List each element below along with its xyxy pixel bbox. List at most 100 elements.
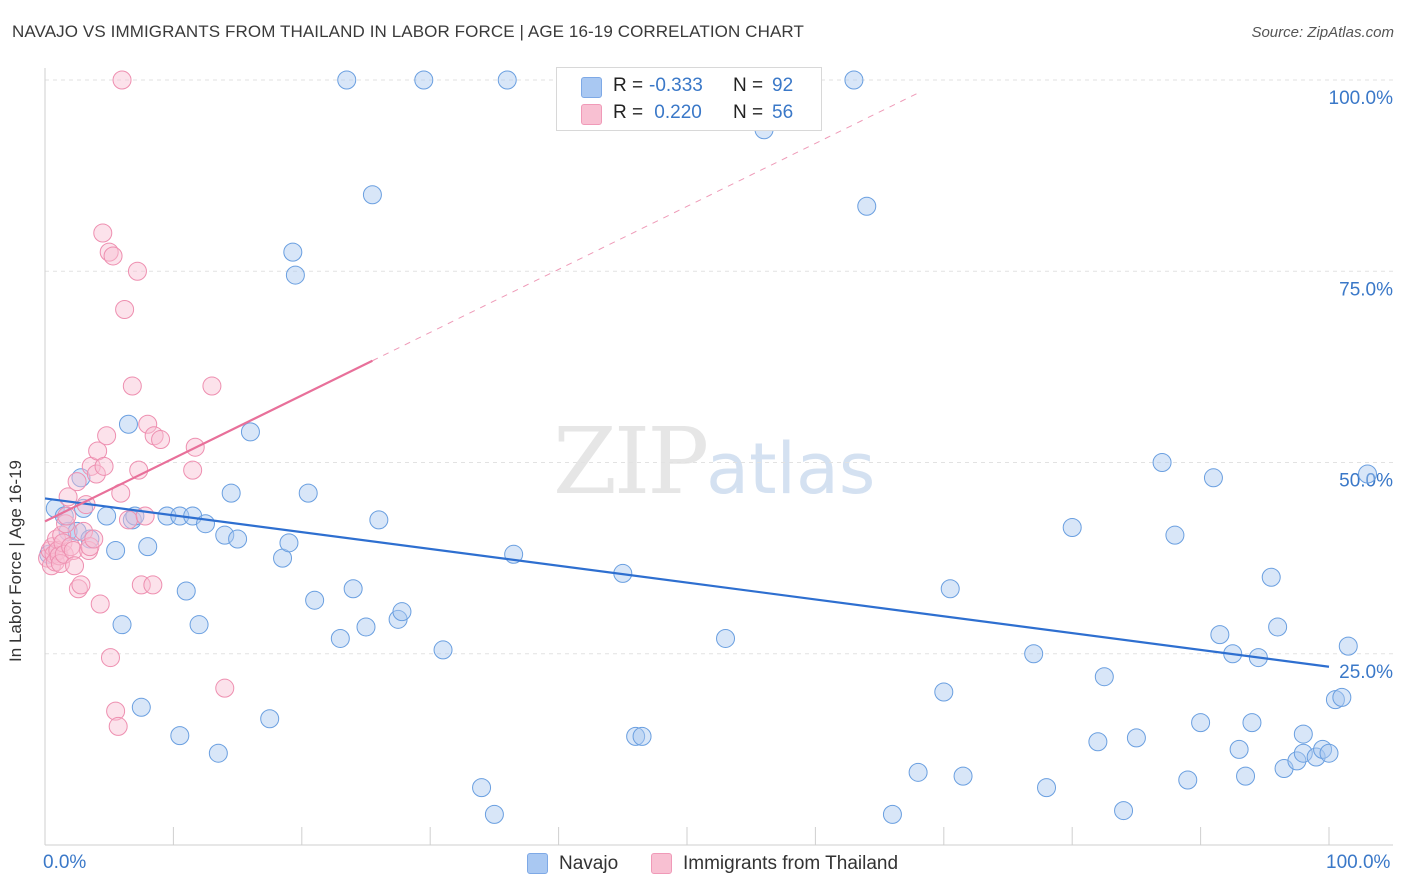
r-value: -0.333 xyxy=(649,75,703,96)
thailand-point xyxy=(84,529,104,549)
navajo-point xyxy=(1094,667,1114,687)
navajo-point xyxy=(362,185,382,205)
legend-swatch-navajo xyxy=(527,853,548,874)
thailand-point xyxy=(103,246,123,266)
thailand-point xyxy=(183,460,203,480)
navajo-point xyxy=(337,70,357,90)
navajo-point xyxy=(305,590,325,610)
navajo-point xyxy=(626,726,646,746)
navajo-point xyxy=(285,265,305,285)
navajo-point xyxy=(1210,625,1230,645)
thailand-point xyxy=(138,414,158,434)
thailand-point xyxy=(67,472,87,492)
y-tick-label: 100.0% xyxy=(1329,88,1394,109)
navajo-point xyxy=(1024,644,1044,664)
thailand-point xyxy=(93,223,113,243)
watermark-atlas: atlas xyxy=(706,428,876,510)
thailand-point xyxy=(50,553,70,573)
navajo-point xyxy=(716,628,736,648)
navajo-point xyxy=(1165,525,1185,545)
y-tick-label: 50.0% xyxy=(1339,471,1393,492)
legend-label-navajo: Navajo xyxy=(559,853,619,874)
navajo-point xyxy=(392,602,412,622)
legend-swatch-navajo xyxy=(581,77,602,98)
thailand-point xyxy=(122,376,142,396)
navajo-point xyxy=(343,579,363,599)
navajo-point xyxy=(1062,518,1082,538)
thailand-point xyxy=(97,426,117,446)
navajo-point xyxy=(283,242,303,262)
legend-label-thailand: Immigrants from Thailand xyxy=(683,853,899,874)
navajo-point xyxy=(118,414,138,434)
thailand-point xyxy=(106,701,126,721)
thailand-point xyxy=(131,575,151,595)
navajo-point xyxy=(131,697,151,717)
zipatlas-watermark: ZIPatlas xyxy=(553,408,875,515)
x-tick-label-max: 100.0% xyxy=(1326,852,1391,873)
r-value: 0.220 xyxy=(649,102,702,123)
thailand-point xyxy=(202,376,222,396)
legend-swatch-thailand xyxy=(651,853,672,874)
navajo-point xyxy=(1242,713,1262,733)
navajo-point xyxy=(1358,464,1378,484)
navajo-point xyxy=(228,529,248,549)
navajo-point xyxy=(97,506,117,526)
navajo-point xyxy=(189,615,209,635)
navajo-point xyxy=(330,628,350,648)
thailand-point xyxy=(94,456,114,476)
n-value: 92 xyxy=(772,75,794,96)
thailand-point xyxy=(71,575,91,595)
navajo-point xyxy=(356,617,376,637)
navajo-point xyxy=(279,533,299,553)
navajo-point xyxy=(1293,743,1313,763)
y-axis-label: In Labor Force | Age 16-19 xyxy=(6,460,25,662)
thailand-point xyxy=(118,510,138,530)
navajo-point xyxy=(1306,747,1326,767)
thailand-point xyxy=(112,70,132,90)
navajo-point xyxy=(1319,743,1339,763)
navajo-point xyxy=(170,726,190,746)
n-value: 56 xyxy=(772,102,794,123)
thailand-point xyxy=(56,514,76,534)
r-label: R = xyxy=(613,102,644,123)
navajo-point xyxy=(882,804,902,824)
navajo-point xyxy=(1178,770,1198,790)
navajo-point xyxy=(1114,801,1134,821)
navajo-point xyxy=(472,778,492,798)
navajo-point xyxy=(196,514,215,534)
chart-title: NAVAJO VS IMMIGRANTS FROM THAILAND IN LA… xyxy=(12,22,804,41)
watermark-zip: ZIP xyxy=(553,408,709,515)
navajo-point xyxy=(1191,713,1211,733)
navajo-point xyxy=(1236,766,1256,786)
thailand-point xyxy=(65,556,85,576)
n-label: N = xyxy=(733,75,764,96)
n-label: N = xyxy=(733,102,764,123)
navajo-point xyxy=(1229,739,1249,759)
thailand-point xyxy=(215,678,235,698)
navajo-point xyxy=(1338,636,1358,656)
navajo-point xyxy=(414,70,434,90)
navajo-point xyxy=(369,510,389,530)
navajo-point xyxy=(221,483,241,503)
navajo-point xyxy=(138,537,158,557)
navajo-point xyxy=(953,766,973,786)
navajo-point xyxy=(1268,617,1288,637)
navajo-point xyxy=(484,804,504,824)
thailand-point xyxy=(86,464,106,484)
navajo-point xyxy=(215,525,235,545)
thailand-point xyxy=(143,575,163,595)
navajo-trendline xyxy=(44,497,1330,668)
thailand-point xyxy=(127,261,147,281)
legend-swatch-thailand xyxy=(581,104,602,125)
r-label: R = xyxy=(613,75,644,96)
navajo-point xyxy=(497,70,517,90)
navajo-point xyxy=(260,709,280,729)
thailand-point xyxy=(90,594,110,614)
navajo-point xyxy=(240,422,260,442)
correlation-legend: R = -0.333 N = 92 R = 0.220 N = 56 xyxy=(556,67,822,131)
x-tick-label-min: 0.0% xyxy=(43,852,87,873)
navajo-point xyxy=(632,726,652,746)
source-label: Source: ZipAtlas.com xyxy=(1251,24,1394,41)
navajo-point xyxy=(176,581,196,601)
